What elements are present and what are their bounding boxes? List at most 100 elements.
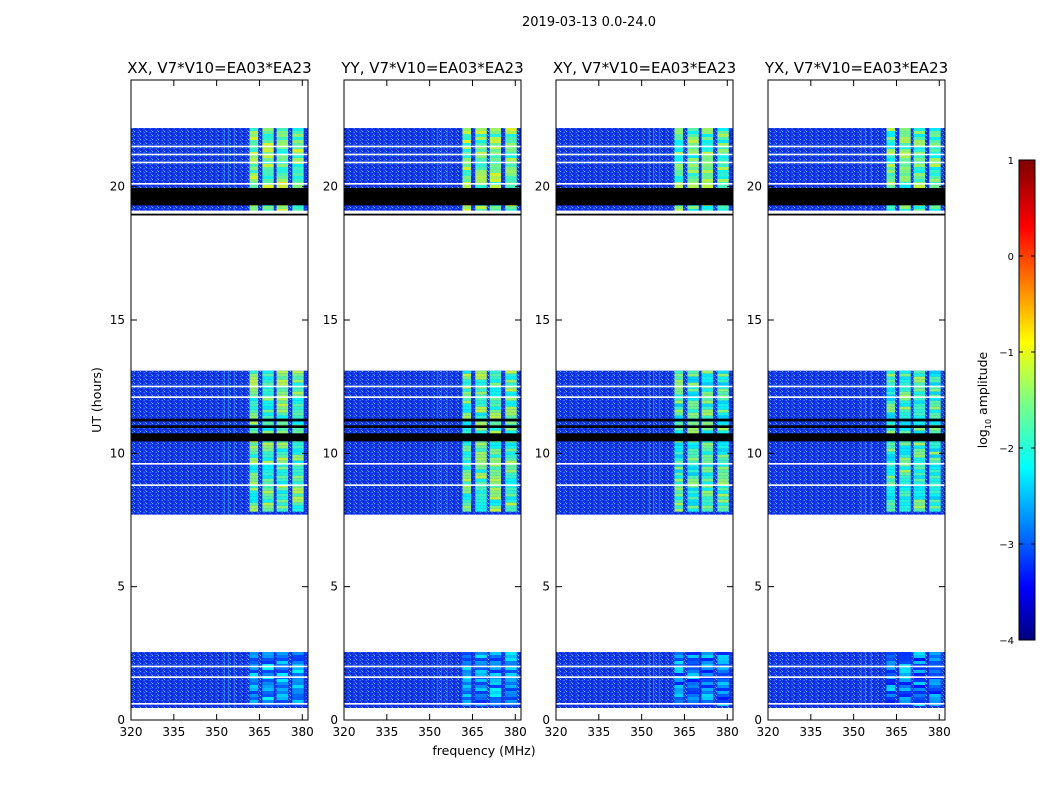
y-tick-label: 5 (330, 580, 338, 594)
emission-cell (276, 505, 289, 509)
emission-cell (489, 391, 502, 395)
emission-cell (701, 173, 714, 176)
emission-cell (929, 685, 941, 688)
emission-cell (701, 682, 714, 685)
emission-cell (687, 664, 699, 667)
emission-cell (505, 472, 517, 476)
emission-cell (276, 373, 289, 377)
emission-cell (913, 445, 926, 449)
emission-cell (505, 502, 517, 506)
emission-cell (717, 655, 729, 658)
emission-cell (717, 394, 729, 398)
gap-line (768, 463, 945, 465)
emission-cell (674, 379, 684, 383)
emission-cell (899, 134, 911, 137)
weak-line (658, 128, 660, 214)
emission-cell (249, 679, 259, 682)
emission-cell (462, 442, 472, 446)
emission-cell (717, 167, 729, 170)
emission-cell (674, 673, 684, 676)
emission-cell (899, 691, 911, 694)
emission-cell (505, 370, 517, 374)
emission-cell (489, 400, 502, 404)
gap-line (556, 463, 733, 465)
emission-cell (262, 179, 274, 182)
emission-cell (899, 143, 911, 146)
emission-cell (292, 406, 304, 410)
gap-line (768, 703, 945, 705)
emission-cell (489, 412, 502, 416)
emission-cell (292, 664, 304, 667)
emission-cell (505, 146, 517, 149)
emission-cell (489, 652, 502, 655)
emission-cell (489, 661, 502, 664)
emission-cell (249, 664, 259, 667)
emission-cell (462, 149, 472, 152)
emission-cell (913, 388, 926, 392)
emission-cell (276, 490, 289, 494)
emission-cell (929, 448, 941, 452)
emission-cell (249, 373, 259, 377)
emission-cell (929, 370, 941, 374)
emission-cell (913, 460, 926, 464)
flagged-range (131, 425, 308, 428)
emission-cell (489, 209, 502, 212)
emission-cell (475, 170, 487, 173)
emission-cell (262, 134, 274, 137)
emission-cell (292, 430, 304, 434)
gap-line (768, 210, 945, 214)
emission-cell (249, 412, 259, 416)
emission-cell (249, 445, 259, 449)
emission-cell (462, 466, 472, 470)
emission-cell (505, 412, 517, 416)
emission-cell (886, 487, 896, 491)
emission-cell (701, 661, 714, 664)
emission-cell (475, 209, 487, 212)
emission-cell (489, 409, 502, 413)
emission-cell (462, 448, 472, 452)
emission-cell (276, 415, 289, 419)
emission-cell (929, 152, 941, 155)
emission-cell (674, 472, 684, 476)
emission-cell (292, 448, 304, 452)
emission-cell (913, 179, 926, 182)
emission-cell (913, 472, 926, 476)
emission-cell (292, 388, 304, 392)
emission-cell (462, 472, 472, 476)
emission-cell (292, 185, 304, 188)
emission-cell (292, 490, 304, 494)
emission-cell (913, 149, 926, 152)
emission-cell (292, 478, 304, 482)
emission-cell (913, 661, 926, 664)
emission-cell (886, 167, 896, 170)
emission-cell (262, 128, 274, 131)
gap-line (556, 145, 733, 148)
emission-cell (899, 391, 911, 395)
emission-cell (292, 397, 304, 401)
emission-cell (276, 179, 289, 182)
emission-cell (899, 457, 911, 461)
emission-cell (276, 652, 289, 655)
emission-cell (886, 391, 896, 395)
emission-cell (292, 505, 304, 509)
emission-cell (687, 661, 699, 664)
emission-cell (899, 146, 911, 149)
emission-cell (505, 128, 517, 131)
emission-cell (475, 487, 487, 491)
emission-cell (674, 442, 684, 446)
emission-cell (929, 490, 941, 494)
emission-cell (899, 170, 911, 173)
emission-cell (262, 409, 274, 413)
emission-cell (886, 185, 896, 188)
emission-cell (929, 457, 941, 461)
emission-cell (886, 658, 896, 661)
emission-cell (489, 502, 502, 506)
emission-cell (929, 137, 941, 140)
weak-line (653, 370, 655, 515)
emission-cell (292, 131, 304, 134)
emission-cell (292, 409, 304, 413)
emission-cell (462, 445, 472, 449)
emission-cell (929, 700, 941, 703)
emission-cell (276, 146, 289, 149)
emission-cell (276, 173, 289, 176)
